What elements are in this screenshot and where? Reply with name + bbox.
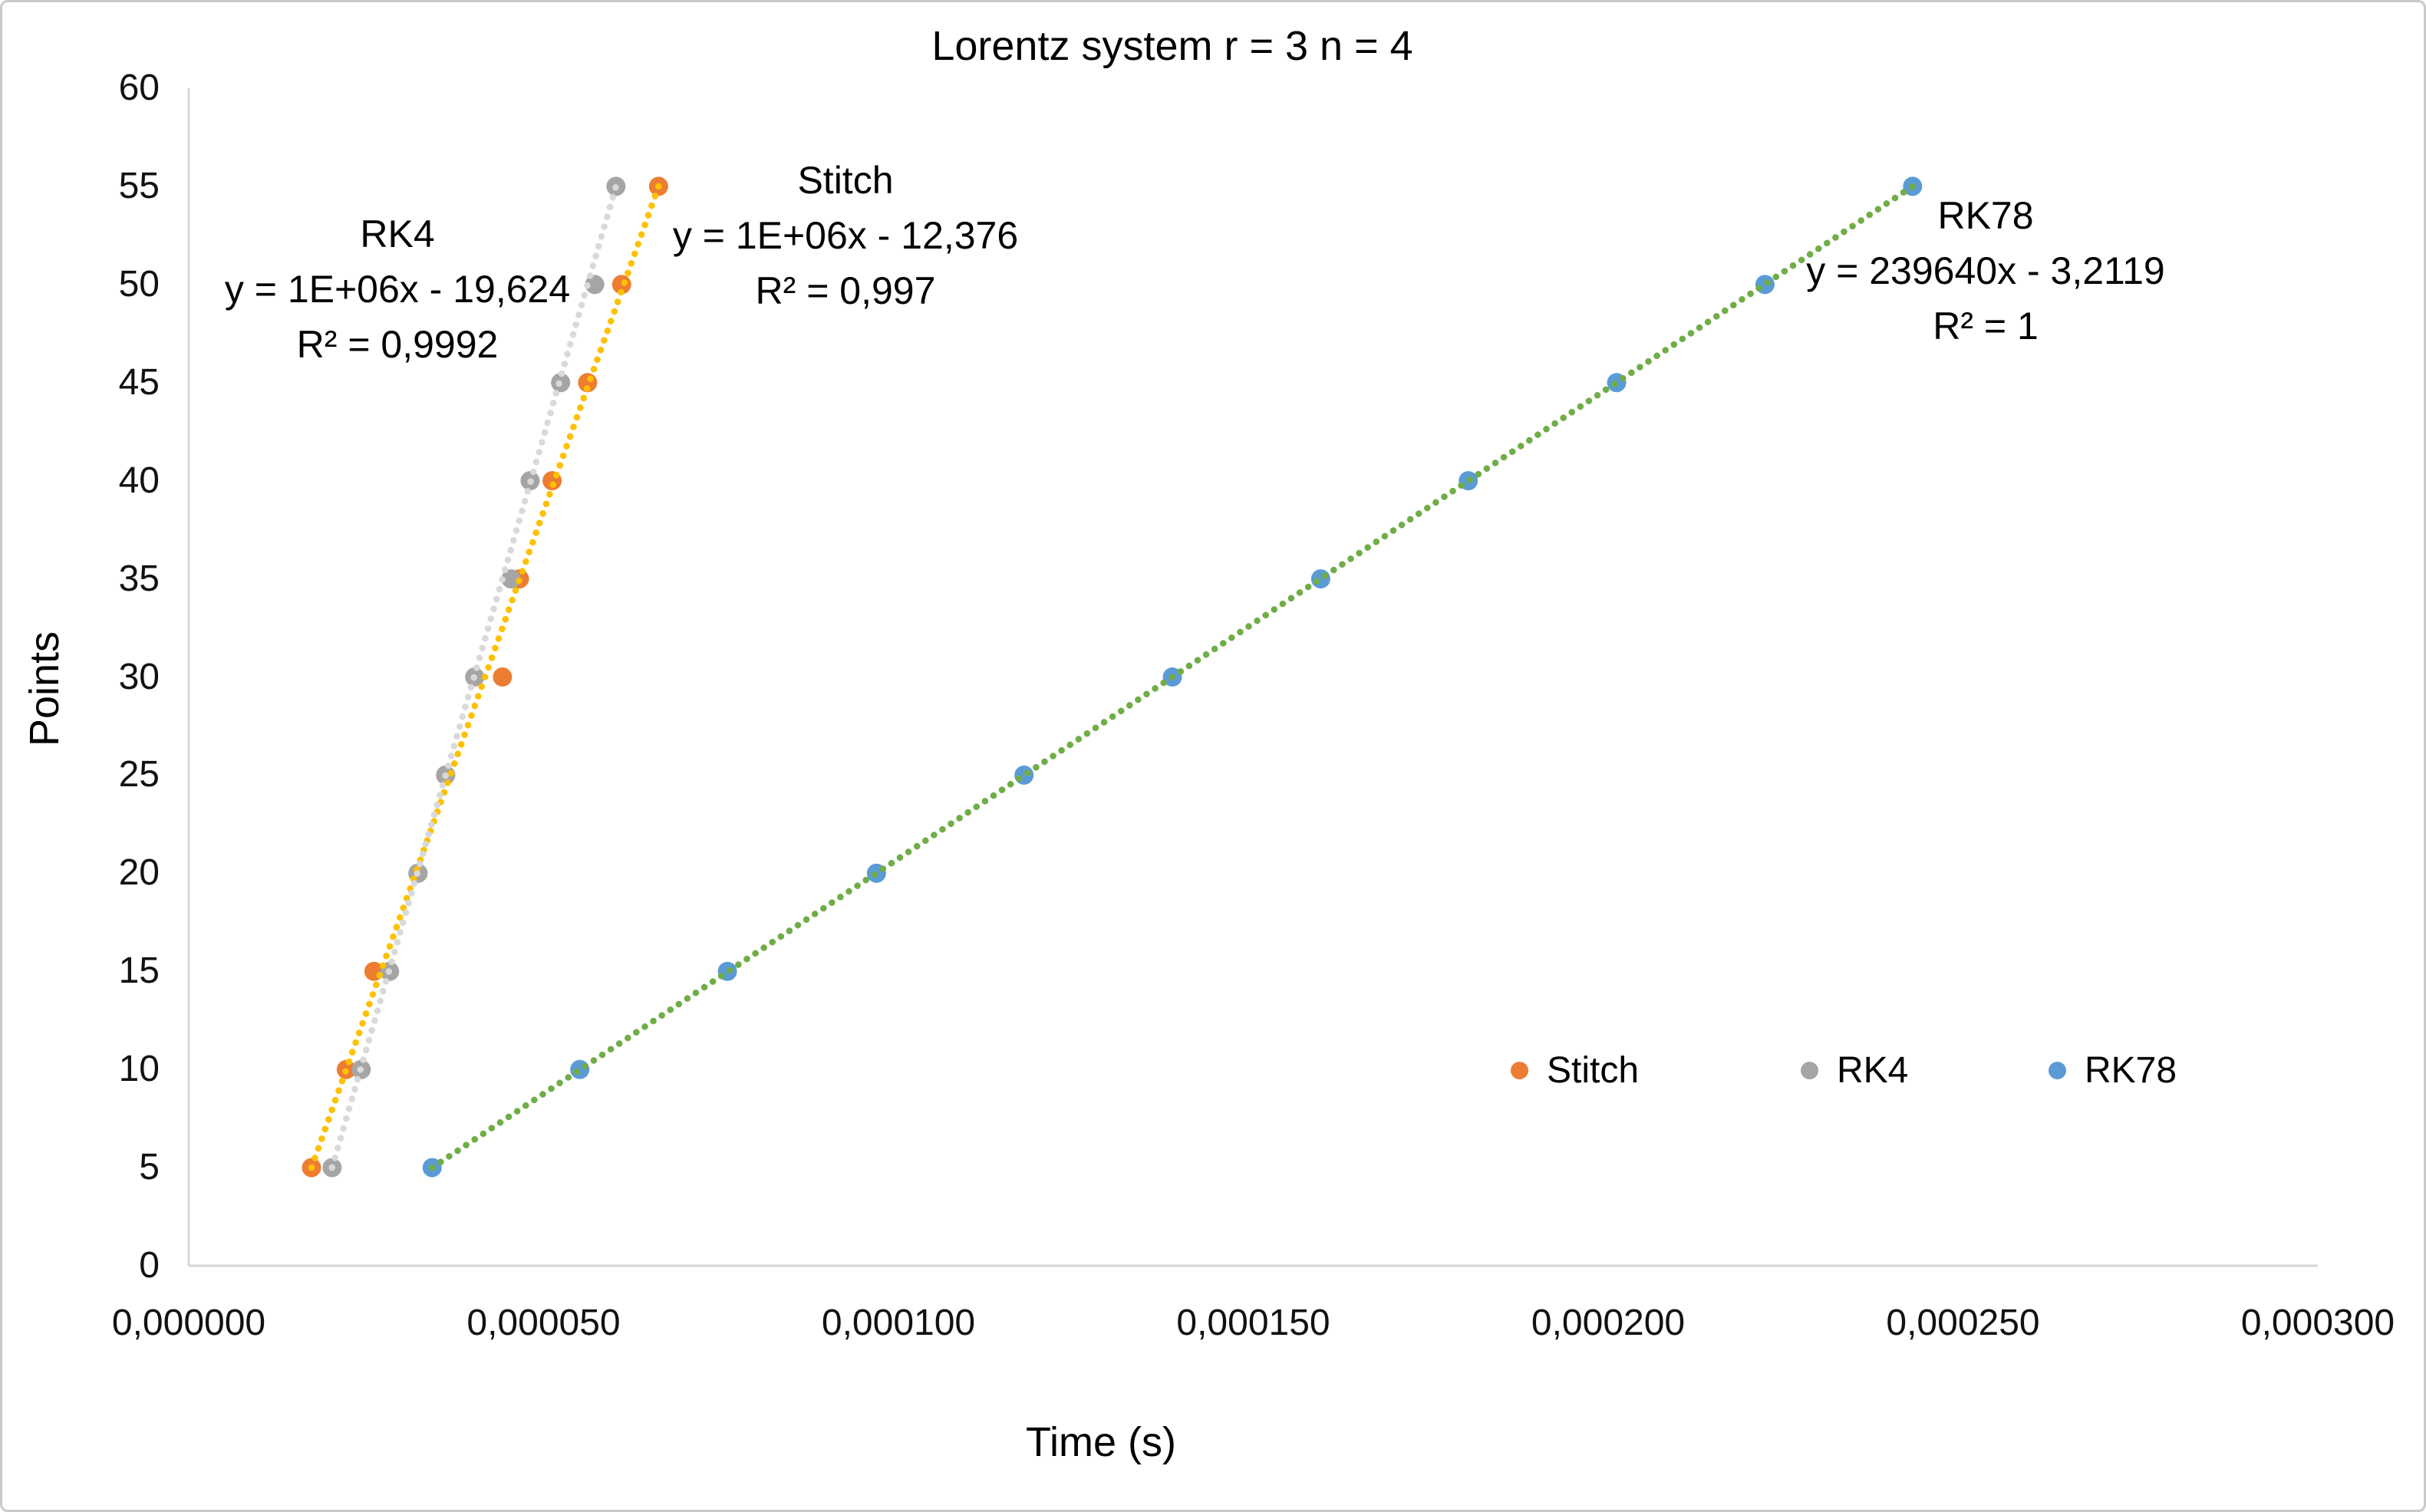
point-rk78-35	[1310, 569, 1330, 589]
chart-title: Lorentz system r = 3 n = 4	[931, 23, 1413, 69]
y-tick-label-10: 10	[118, 1049, 160, 1090]
trendline-annotation-stitch-r2: R² = 0,997	[755, 269, 936, 312]
y-tick-label-50: 50	[118, 263, 160, 305]
point-rk78-25	[1014, 765, 1034, 785]
trendline-rk4	[328, 183, 620, 1171]
y-tick-label-30: 30	[118, 656, 160, 697]
trendline-annotation-rk4: RK4 y = 1E+06x - 19,624 R² = 0,9992	[225, 206, 570, 372]
y-tick-label-0: 0	[139, 1245, 160, 1286]
legend-entry-rk78: RK78	[2049, 1043, 2177, 1098]
trendline-annotation-rk4-r2: R² = 0,9992	[296, 323, 499, 366]
legend-label-rk78: RK78	[2085, 1049, 2177, 1091]
trendline-annotation-rk78-equation: y = 239640x - 3,2119	[1806, 249, 2165, 292]
legend-entry-stitch: Stitch	[1511, 1043, 1639, 1098]
legend-label-rk4: RK4	[1837, 1049, 1909, 1091]
y-tick-label-60: 60	[118, 68, 160, 109]
point-rk4-35	[501, 569, 521, 589]
point-rk4-50	[585, 275, 605, 295]
point-stitch-50	[611, 275, 631, 295]
trendline-annotation-rk78-title: RK78	[1937, 194, 2034, 237]
x-tick-label-1: 0,000050	[466, 1303, 621, 1343]
x-tick-label-6: 0,000300	[2240, 1303, 2395, 1343]
legend-marker-stitch-icon	[1511, 1061, 1528, 1079]
point-stitch-30	[493, 667, 513, 687]
legend-entry-rk4: RK4	[1801, 1043, 1908, 1098]
y-tick-label-15: 15	[118, 950, 160, 992]
trendline-annotation-rk4-title: RK4	[360, 212, 435, 255]
trendline-annotation-stitch-equation: y = 1E+06x - 12,376	[672, 214, 1019, 257]
legend-marker-rk4-icon	[1801, 1061, 1818, 1079]
y-tick-label-55: 55	[118, 165, 160, 206]
trendline-annotation-rk78: RK78 y = 239640x - 3,2119 R² = 1	[1806, 188, 2164, 354]
trendline-annotation-rk4-equation: y = 1E+06x - 19,624	[224, 268, 571, 311]
trendline-annotation-stitch: Stitch y = 1E+06x - 12,376 R² = 0,997	[673, 153, 1018, 318]
x-tick-label-2: 0,000100	[821, 1303, 976, 1343]
trendline-stitch	[308, 183, 662, 1171]
x-tick-label-5: 0,000250	[1886, 1303, 2040, 1343]
x-tick-label-0: 0,000000	[111, 1303, 266, 1343]
y-tick-label-25: 25	[118, 754, 160, 796]
y-tick-label-35: 35	[118, 558, 160, 599]
point-rk78-10	[570, 1059, 590, 1079]
trendline-annotation-stitch-title: Stitch	[797, 159, 894, 202]
y-tick-label-40: 40	[118, 460, 160, 501]
x-axis-title: Time (s)	[1026, 1419, 1176, 1465]
legend-label-stitch: Stitch	[1547, 1049, 1640, 1091]
y-tick-label-45: 45	[118, 361, 160, 403]
legend-marker-rk78-icon	[2049, 1061, 2066, 1079]
y-tick-label-20: 20	[118, 852, 160, 894]
trendline-annotation-rk78-r2: R² = 1	[1933, 305, 2039, 348]
x-tick-label-3: 0,000150	[1176, 1303, 1330, 1343]
x-tick-label-4: 0,000200	[1531, 1303, 1686, 1343]
trendline-rk78	[429, 183, 1917, 1171]
y-tick-label-5: 5	[139, 1147, 160, 1188]
